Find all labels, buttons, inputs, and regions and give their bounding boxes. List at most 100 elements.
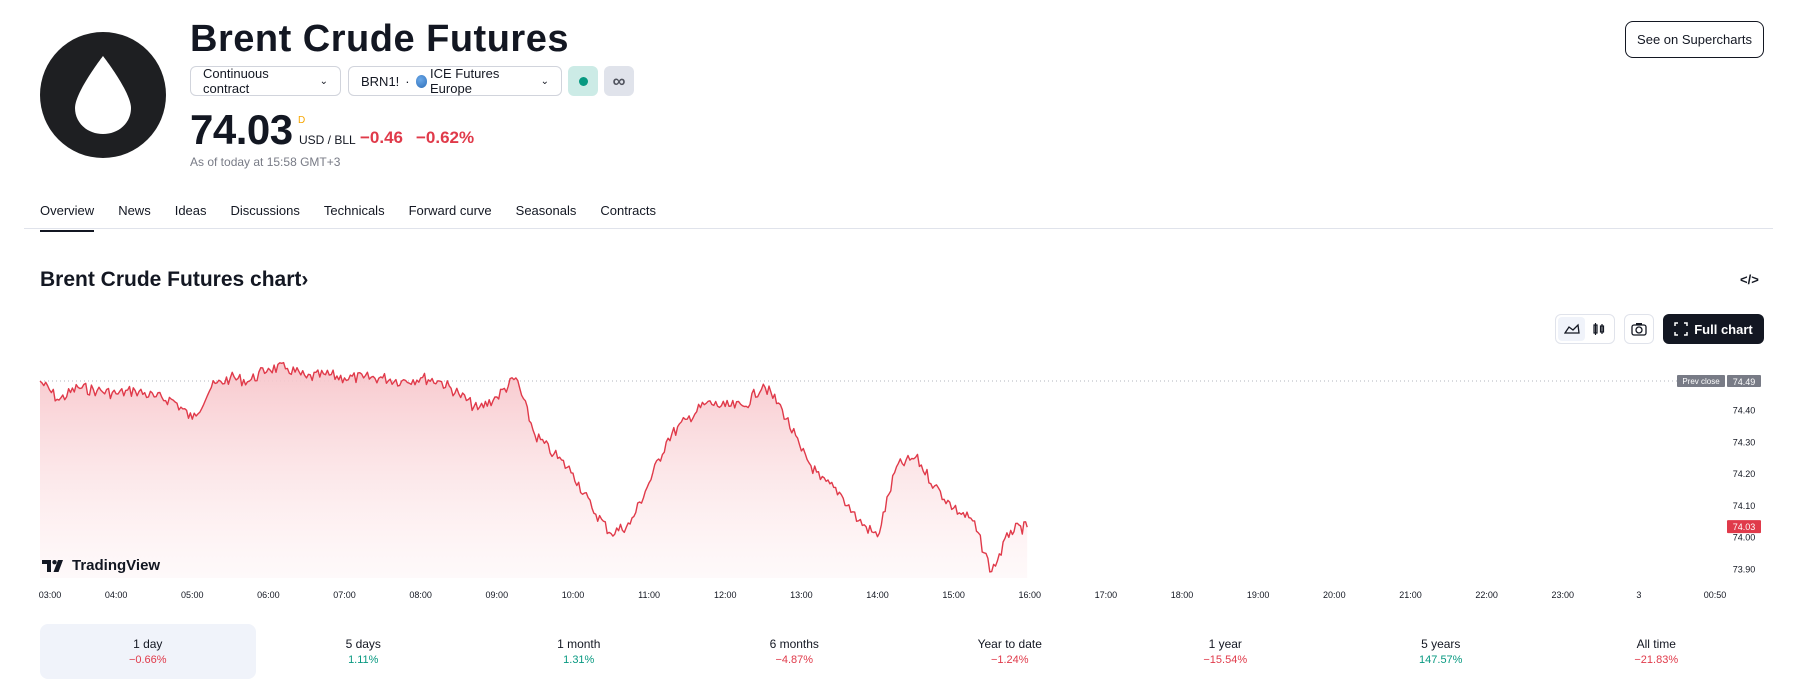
- x-tick-label: 15:00: [942, 590, 965, 600]
- infinity-icon[interactable]: ∞: [604, 66, 634, 96]
- period-label: Year to date: [977, 637, 1042, 651]
- camera-icon[interactable]: [1624, 314, 1654, 344]
- last-value-label: 74.03: [1733, 522, 1756, 532]
- chart-title: Brent Crude Futures chart: [40, 268, 302, 291]
- price-chart[interactable]: 74.40 74.30 74.20 74.10 74.00 73.90 03:00 04:00…: [0, 350, 1795, 610]
- x-tick-label: 12:00: [714, 590, 737, 600]
- oil-drop-shape: [75, 56, 131, 134]
- period-change: −15.54%: [1203, 654, 1248, 666]
- y-tick-label: 74.00: [1733, 533, 1756, 543]
- y-tick-label: 74.20: [1733, 469, 1756, 479]
- tradingview-logo[interactable]: TradingView: [42, 557, 160, 574]
- tab-forward-curve[interactable]: Forward curve: [408, 203, 492, 218]
- status-dot-icon: [578, 76, 588, 86]
- x-tick-label: 00:50: [1704, 590, 1727, 600]
- oil-drop-icon: [40, 32, 166, 158]
- prev-close-value-badge: [1727, 375, 1761, 388]
- period-change: −4.87%: [775, 654, 814, 666]
- exchange-label: ICE Futures Europe: [430, 66, 500, 96]
- period-change: −1.24%: [990, 654, 1029, 666]
- x-tick-label: 08:00: [409, 590, 432, 600]
- period-change: 147.57%: [1419, 654, 1463, 666]
- tab-ideas[interactable]: Ideas: [174, 203, 207, 218]
- x-tick-label: 11:00: [638, 590, 660, 600]
- tradingview-icon: [42, 559, 63, 572]
- tab-bar: Overview News Ideas Discussions Technica…: [40, 203, 680, 232]
- x-tick-label: 21:00: [1399, 590, 1422, 600]
- tab-seasonals[interactable]: Seasonals: [515, 203, 577, 218]
- separator-dot: ·: [405, 73, 410, 89]
- see-on-supercharts-button[interactable]: See on Supercharts: [1625, 21, 1764, 58]
- price-change: −0.46: [360, 128, 404, 147]
- price-marker: D: [298, 115, 306, 126]
- area-chart-icon[interactable]: [1558, 317, 1585, 341]
- chart-style-toggle: [1555, 314, 1615, 344]
- period-change: 1.11%: [348, 654, 379, 666]
- embed-code-icon[interactable]: </>: [1740, 272, 1759, 287]
- full-chart-button[interactable]: Full chart: [1663, 314, 1764, 344]
- period-label: 5 years: [1421, 637, 1461, 651]
- x-tick-label: 23:00: [1551, 590, 1574, 600]
- tab-discussions[interactable]: Discussions: [230, 203, 300, 218]
- period-6-months[interactable]: 6 months −4.87%: [687, 624, 903, 679]
- period-5-years[interactable]: 5 years 147.57%: [1333, 624, 1549, 679]
- symbol-label: BRN1!: [361, 73, 400, 89]
- x-tick-label: 16:00: [1019, 590, 1042, 600]
- period-label: 1 month: [557, 637, 601, 651]
- chevron-right-icon: ›: [301, 268, 309, 291]
- last-price: 74.03: [190, 106, 293, 153]
- y-tick-label: 74.40: [1733, 406, 1756, 416]
- y-tick-label: 74.10: [1733, 501, 1756, 511]
- period-label: 5 days: [345, 637, 381, 651]
- tab-overview[interactable]: Overview: [40, 203, 95, 232]
- price-line: [39, 361, 1028, 573]
- page-title: Brent Crude Futures: [190, 18, 569, 60]
- x-tick-label: 20:00: [1323, 590, 1346, 600]
- full-chart-label: Full chart: [1694, 321, 1753, 337]
- candles-chart-icon[interactable]: [1585, 317, 1612, 341]
- period-change: −0.66%: [128, 654, 167, 666]
- period-change: −21.83%: [1634, 654, 1679, 666]
- period-label: All time: [1636, 637, 1676, 651]
- y-tick-label: 74.30: [1733, 437, 1756, 447]
- chart-title-link[interactable]: Brent Crude Futures chart›: [40, 268, 308, 292]
- x-tick-label: 13:00: [790, 590, 813, 600]
- tab-technicals[interactable]: Technicals: [323, 203, 385, 218]
- as-of-timestamp: As of today at 15:58 GMT+3: [190, 155, 341, 169]
- x-tick-label: 18:00: [1171, 590, 1194, 600]
- x-tick-label: 19:00: [1247, 590, 1270, 600]
- period-all-time[interactable]: All time −21.83%: [1549, 624, 1765, 679]
- period-1-day[interactable]: 1 day −0.66%: [40, 624, 256, 679]
- exchange-selector[interactable]: BRN1! · ICE Futures Europe ⌄: [348, 66, 562, 96]
- last-value-badge: [1727, 520, 1761, 534]
- chevron-down-icon: ⌄: [540, 75, 549, 87]
- globe-icon: [415, 74, 428, 88]
- period-1-year[interactable]: 1 year −15.54%: [1118, 624, 1334, 679]
- prev-close-badge: [1677, 375, 1725, 388]
- prev-close-label: Prev close: [1682, 377, 1720, 386]
- market-open-status[interactable]: [568, 66, 598, 96]
- period-year-to-date[interactable]: Year to date −1.24%: [902, 624, 1118, 679]
- x-tick-label: 07:00: [333, 590, 356, 600]
- chevron-down-icon: ⌄: [319, 75, 328, 87]
- tab-news[interactable]: News: [118, 203, 151, 218]
- tab-contracts[interactable]: Contracts: [600, 203, 657, 218]
- x-tick-label: 14:00: [866, 590, 889, 600]
- tabs-divider: [24, 228, 1773, 229]
- period-label: 1 year: [1208, 637, 1242, 651]
- period-change: 1.31%: [563, 654, 595, 666]
- period-label: 6 months: [769, 637, 819, 651]
- contract-selector-label: Continuous contract: [203, 66, 269, 96]
- period-1-month[interactable]: 1 month 1.31%: [471, 624, 687, 679]
- contract-selector[interactable]: Continuous contract ⌄: [190, 66, 341, 96]
- prev-close-value: 74.49: [1733, 377, 1756, 387]
- x-tick-label: 3: [1636, 590, 1641, 600]
- x-tick-label: 22:00: [1475, 590, 1498, 600]
- tradingview-brand: TradingView: [72, 557, 161, 574]
- x-tick-label: 10:00: [562, 590, 585, 600]
- fullscreen-icon: [1674, 322, 1688, 336]
- period-5-days[interactable]: 5 days 1.11%: [256, 624, 472, 679]
- x-tick-label: 05:00: [181, 590, 204, 600]
- price-change-percent: −0.62%: [416, 128, 475, 147]
- x-tick-label: 06:00: [257, 590, 280, 600]
